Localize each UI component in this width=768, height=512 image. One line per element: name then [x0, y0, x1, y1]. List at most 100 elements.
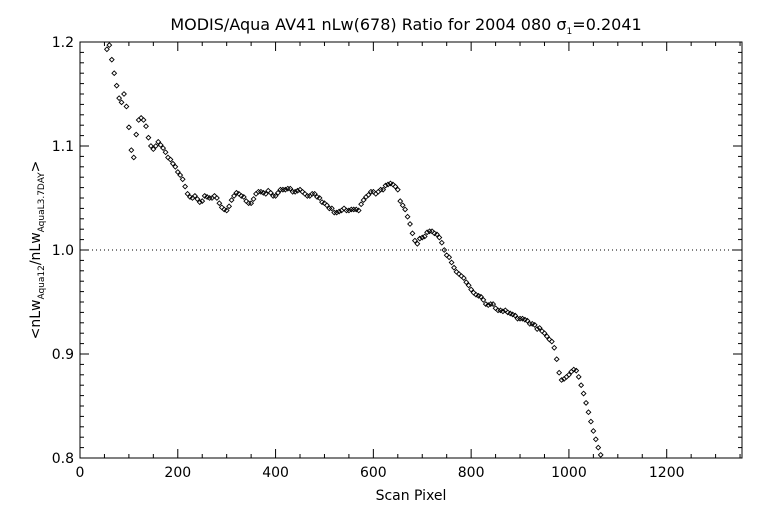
data-point [177, 172, 184, 179]
data-point [441, 247, 448, 253]
x-tick-label: 400 [262, 465, 289, 481]
data-point [536, 325, 543, 331]
data-point [553, 356, 560, 363]
data-point [548, 338, 555, 345]
data-point [179, 176, 186, 183]
data-point [228, 197, 235, 204]
data-point [424, 229, 431, 236]
data-point [382, 182, 389, 189]
data-point [541, 330, 548, 337]
y-tick-label: 1.0 [52, 243, 74, 259]
chart-title: MODIS/Aqua AV41 nLw(678) Ratio for 2004 … [170, 15, 641, 37]
data-point [355, 207, 362, 214]
data-point [451, 264, 457, 271]
data-point [360, 197, 367, 204]
data-point [267, 189, 274, 196]
data-point [531, 321, 538, 328]
axis-ticks [79, 41, 742, 459]
data-point [147, 143, 154, 149]
data-point [328, 205, 335, 212]
data-point [287, 185, 294, 192]
data-point [167, 156, 174, 163]
data-point [385, 181, 391, 188]
data-point [275, 189, 281, 196]
data-point [130, 154, 137, 161]
data-point [262, 190, 269, 197]
data-point [394, 186, 401, 193]
data-point [226, 203, 233, 210]
data-point [294, 187, 301, 194]
data-point [463, 279, 470, 286]
data-point [380, 186, 387, 193]
data-point [512, 312, 519, 319]
data-point [152, 143, 159, 149]
data-point [365, 191, 372, 198]
data-point [409, 230, 416, 237]
data-point [113, 82, 120, 89]
data-points [103, 42, 604, 458]
y-tick-label: 0.9 [52, 347, 74, 363]
data-point [438, 239, 445, 246]
data-point [407, 221, 413, 227]
data-point [323, 202, 330, 209]
data-point [116, 95, 123, 102]
data-point [402, 206, 409, 213]
data-point [446, 254, 453, 261]
data-point [485, 302, 492, 309]
data-point [336, 208, 343, 215]
data-point [524, 317, 531, 324]
x-tick-labels: 0 200 400 600 800 1000 1200 [76, 465, 685, 481]
data-point [556, 369, 563, 376]
y-tick-labels: 0.8 0.9 1.0 1.1 1.2 [52, 35, 74, 467]
data-point [597, 451, 604, 458]
data-point [231, 192, 237, 199]
data-point [399, 202, 406, 209]
data-point [184, 190, 191, 197]
data-point [421, 233, 428, 240]
data-point [196, 199, 203, 206]
data-point [282, 186, 289, 193]
data-point [292, 188, 299, 195]
data-point [157, 142, 164, 148]
x-tick-label: 600 [360, 465, 387, 481]
data-point [191, 192, 198, 199]
data-point [578, 382, 585, 389]
data-point [392, 183, 399, 190]
data-point [465, 282, 472, 289]
data-point [272, 192, 279, 199]
data-point [419, 234, 426, 241]
data-point [199, 198, 206, 205]
x-axis-label: Scan Pixel [376, 488, 447, 504]
data-point [118, 99, 125, 106]
data-point [121, 91, 127, 97]
data-point [103, 46, 110, 53]
data-point [436, 234, 443, 241]
data-point [108, 56, 115, 63]
y-tick-label: 1.1 [52, 139, 74, 155]
data-point [534, 326, 541, 332]
data-point [558, 377, 565, 383]
y-tick-label: 0.8 [52, 451, 74, 467]
x-tick-label: 200 [164, 465, 191, 481]
data-point [433, 231, 440, 238]
x-tick-label: 1000 [551, 465, 587, 481]
y-axis-label: <nLwAqua12/nLwAquaL3.7DAY> [28, 161, 47, 340]
data-point [160, 145, 167, 152]
data-point [592, 436, 599, 443]
data-point [213, 195, 220, 201]
data-point [316, 195, 323, 201]
y-tick-label: 1.2 [52, 35, 74, 51]
data-point [551, 344, 558, 351]
data-point [311, 190, 318, 197]
data-point [106, 42, 113, 49]
data-point [565, 371, 572, 378]
data-point [575, 373, 582, 380]
data-point [411, 237, 418, 244]
data-point [145, 134, 152, 141]
data-point [143, 123, 149, 130]
data-point [216, 200, 223, 207]
data-point [155, 138, 162, 145]
data-point [169, 160, 176, 167]
data-point [595, 444, 602, 451]
